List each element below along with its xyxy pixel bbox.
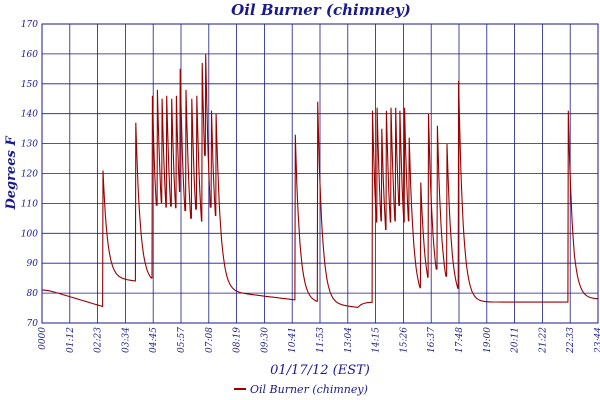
- series-oil-burner: [42, 53, 598, 308]
- y-tick-label-2: 90: [27, 259, 39, 269]
- y-tick-label-5: 120: [21, 170, 38, 180]
- x-tick-label-2: 02:23: [94, 327, 104, 353]
- x-tick-labels: 0000 01:12 02:23 03:34 04:45 05:57 07:08 08:19 0…: [38, 327, 600, 354]
- x-tick-label-8: 09:30: [260, 327, 270, 353]
- x-tick-label-0: 0000: [38, 327, 48, 350]
- x-tick-label-12: 14:15: [372, 327, 382, 353]
- x-tick-label-18: 21:22: [538, 327, 548, 354]
- y-tick-label-3: 100: [21, 229, 38, 239]
- legend-label: Oil Burner (chimney): [250, 383, 368, 396]
- legend: Oil Burner (chimney): [234, 383, 368, 396]
- x-tick-label-6: 07:08: [205, 327, 215, 353]
- y-tick-label-7: 140: [21, 110, 38, 120]
- x-tick-label-4: 04:45: [149, 327, 159, 353]
- x-tick-label-7: 08:19: [233, 327, 243, 353]
- x-tick-label-17: 20:11: [511, 327, 521, 354]
- x-tick-label-13: 15:26: [399, 327, 409, 353]
- x-tick-label-16: 19:00: [483, 327, 493, 353]
- y-tick-label-9: 160: [21, 50, 38, 60]
- y-tick-labels: 70 80 90 100 110 120 130 140 150 160 170: [21, 20, 38, 329]
- x-tick-label-15: 17:48: [455, 327, 465, 353]
- y-tick-label-6: 130: [21, 140, 38, 150]
- x-tick-label-20: 23:44: [594, 327, 600, 354]
- plot-frame: [41, 23, 599, 324]
- x-tick-label-5: 05:57: [177, 327, 187, 353]
- y-tick-label-4: 110: [21, 199, 38, 209]
- y-tick-label-10: 170: [21, 20, 38, 30]
- x-tick-label-19: 22:33: [566, 327, 576, 354]
- y-tick-label-0: 70: [27, 319, 39, 329]
- series-line-oil-burner: [42, 53, 598, 308]
- chart-title: Oil Burner (chimney): [231, 1, 411, 19]
- y-tick-label-8: 150: [21, 80, 38, 90]
- y-tick-label-1: 80: [27, 289, 39, 299]
- x-tick-label-10: 11:53: [316, 327, 326, 353]
- x-tick-label-3: 03:34: [121, 327, 131, 353]
- x-tick-label-11: 13:04: [344, 327, 354, 353]
- x-tick-label-14: 16:37: [427, 327, 437, 353]
- x-axis-label: 01/17/12 (EST): [270, 363, 370, 378]
- x-tick-label-9: 10:41: [288, 327, 298, 353]
- y-axis-label: Degrees F: [4, 136, 19, 211]
- x-tick-label-1: 01:12: [66, 327, 76, 353]
